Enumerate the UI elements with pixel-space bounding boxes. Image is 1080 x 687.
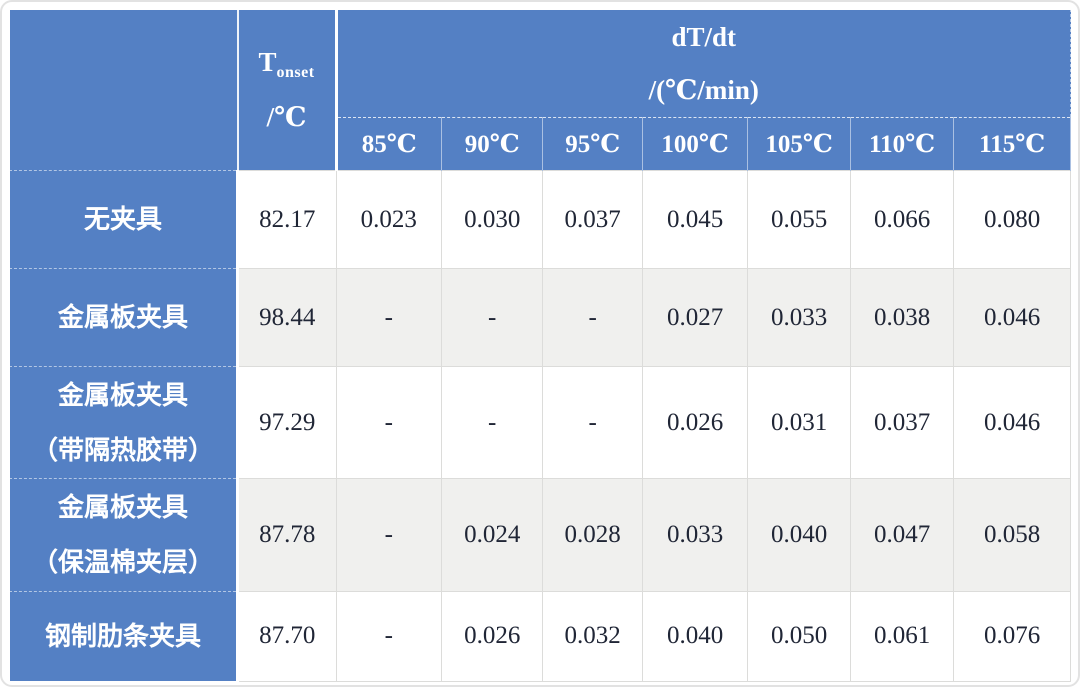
value-cell: 0.028	[542, 478, 643, 592]
value-cell: 0.037	[542, 170, 643, 270]
thermal-runaway-data-table: Tonset /℃ dT/dt /(℃/min) 85℃ 90℃ 95℃ 100…	[8, 8, 1071, 682]
value-cell: 0.061	[849, 590, 955, 682]
tonset-cell: 98.44	[237, 268, 337, 368]
value-cell: 0.024	[440, 478, 544, 592]
header-row-temps: 85℃ 90℃ 95℃ 100℃ 105℃ 110℃ 115℃	[10, 117, 1071, 172]
value-cell: 0.026	[440, 590, 544, 682]
temp-header-110: 110℃	[849, 117, 955, 172]
temp-header-100: 100℃	[641, 117, 749, 172]
row-label-line: （带隔热胶带）	[32, 434, 215, 465]
tonset-cell: 87.78	[237, 478, 337, 592]
temp-header-85: 85℃	[335, 117, 442, 172]
row-label-line: 无夹具	[84, 204, 163, 235]
value-cell: 0.040	[641, 590, 749, 682]
row-label-cell: 金属板夹具 （带隔热胶带）	[8, 366, 240, 480]
value-cell: 0.050	[747, 590, 851, 682]
value-cell: 0.027	[641, 268, 749, 368]
value-cell: 0.045	[641, 170, 749, 270]
corner-cell	[8, 8, 239, 172]
temp-header-90: 90℃	[440, 117, 544, 172]
value-cell: 0.058	[953, 478, 1071, 592]
value-cell: 0.040	[747, 478, 851, 592]
value-cell: 0.080	[953, 170, 1071, 270]
value-cell: 0.038	[849, 268, 955, 368]
dtdt-unit: /(℃/min)	[648, 74, 759, 105]
value-cell: 0.066	[849, 170, 955, 270]
tonset-column-header: Tonset /℃	[237, 8, 338, 172]
value-cell: -	[542, 366, 643, 480]
value-cell: -	[542, 268, 643, 368]
tonset-unit: /℃	[266, 102, 307, 133]
tonset-cell: 87.70	[237, 590, 337, 682]
value-cell: -	[440, 268, 544, 368]
tonset-symbol: Tonset	[258, 46, 315, 81]
value-cell: 0.032	[542, 590, 643, 682]
row-label-line: 金属板夹具	[58, 380, 189, 411]
dtdt-group-header: dT/dt /(℃/min)	[335, 8, 1071, 119]
temp-header-95: 95℃	[542, 117, 643, 172]
value-cell: -	[335, 478, 442, 592]
header-row-top: Tonset /℃ dT/dt /(℃/min)	[8, 8, 1071, 172]
value-cell: 0.037	[849, 366, 955, 480]
value-cell: 0.026	[641, 366, 749, 480]
value-cell: 0.033	[747, 268, 851, 368]
value-cell: -	[335, 268, 442, 368]
value-cell: 0.055	[747, 170, 851, 270]
value-cell: 0.023	[335, 170, 442, 270]
value-cell: 0.076	[953, 590, 1071, 682]
value-cell: 0.046	[953, 268, 1071, 368]
value-cell: -	[440, 366, 544, 480]
row-label-cell: 金属板夹具	[8, 268, 240, 368]
value-cell: 0.031	[747, 366, 851, 480]
value-cell: 0.033	[641, 478, 749, 592]
value-cell: 0.047	[849, 478, 955, 592]
dtdt-label: dT/dt	[671, 22, 737, 52]
row-label-cell: 金属板夹具 （保温棉夹层）	[8, 478, 240, 592]
table-row: 钢制肋条夹具 87.70 - 0.026 0.032 0.040 0.050 0…	[8, 590, 1071, 682]
table-row: 金属板夹具 （保温棉夹层） 87.78 - 0.024 0.028 0.033 …	[8, 478, 1071, 592]
table-row: 金属板夹具 98.44 - - - 0.027 0.033 0.038 0.04…	[8, 268, 1071, 368]
row-label-line: （保温棉夹层）	[32, 547, 215, 578]
temp-header-105: 105℃	[747, 117, 851, 172]
row-label-line: 金属板夹具	[58, 492, 189, 523]
value-cell: 0.030	[440, 170, 544, 270]
row-label-cell: 钢制肋条夹具	[8, 590, 240, 682]
table-row: 无夹具 82.17 0.023 0.030 0.037 0.045 0.055 …	[8, 170, 1071, 270]
row-label-line: 钢制肋条夹具	[45, 620, 202, 651]
temp-header-115: 115℃	[953, 117, 1071, 172]
value-cell: 0.046	[953, 366, 1071, 480]
value-cell: -	[335, 590, 442, 682]
value-cell: -	[335, 366, 442, 480]
row-label-cell: 无夹具	[8, 170, 240, 270]
tonset-cell: 82.17	[237, 170, 337, 270]
row-label-line: 金属板夹具	[58, 302, 189, 333]
table-row: 金属板夹具 （带隔热胶带） 97.29 - - - 0.026 0.031 0.…	[8, 366, 1071, 480]
tonset-subscript: onset	[276, 63, 315, 81]
tonset-cell: 97.29	[237, 366, 337, 480]
